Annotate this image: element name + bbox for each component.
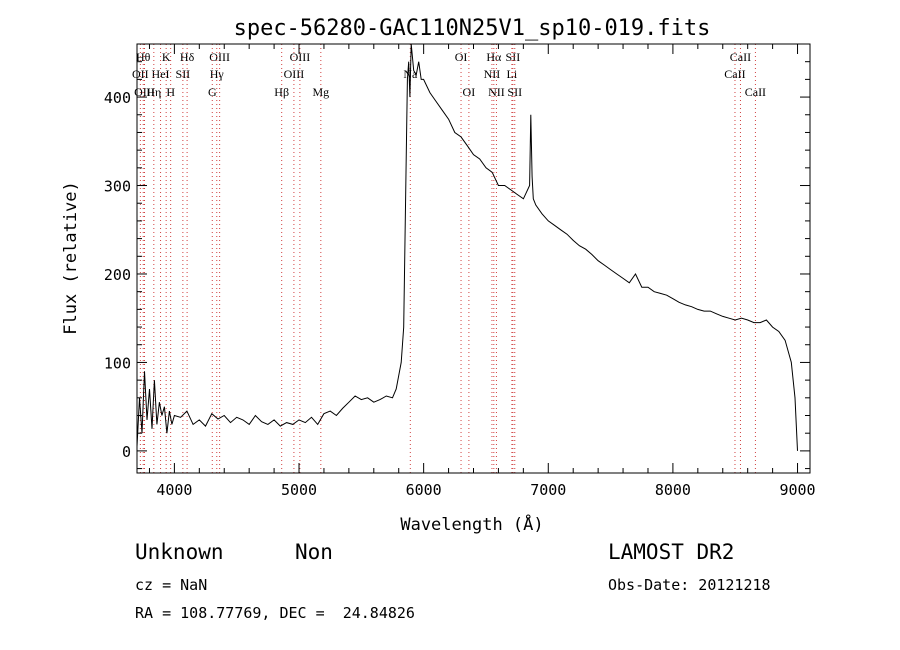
x-tick-label: 7000 (530, 481, 566, 499)
line-marker-label: HeI (152, 67, 170, 81)
line-marker-label: OIII (209, 50, 230, 64)
line-marker-label: OIII (134, 85, 155, 99)
line-marker-label: SII (507, 85, 522, 99)
x-tick-label: 5000 (281, 481, 317, 499)
line-marker-label: Hη (146, 85, 161, 99)
line-marker-label: H (166, 85, 175, 99)
line-marker-label: OII (132, 67, 149, 81)
y-tick-label: 100 (104, 354, 131, 372)
line-marker-label: Hβ (274, 85, 289, 99)
subclass-label: Non (295, 540, 333, 564)
line-marker-label: CaII (745, 85, 766, 99)
line-marker-label: Li (507, 67, 518, 81)
x-tick-label: 9000 (779, 481, 815, 499)
line-marker-label: NII (488, 85, 505, 99)
line-marker-label: SII (176, 67, 191, 81)
survey-label: LAMOST DR2 (608, 540, 735, 564)
y-tick-label: 400 (104, 89, 131, 107)
plot-frame (136, 43, 811, 474)
x-axis: 4000 5000 6000 7000 8000 9000 (148, 44, 816, 499)
spectrum-line (136, 43, 798, 451)
line-marker-label: Hα (486, 50, 502, 64)
y-tick-label: 0 (122, 443, 131, 461)
line-marker-label: OIII (290, 50, 311, 64)
x-tick-label: 4000 (156, 481, 192, 499)
cz-text: cz = NaN (135, 576, 208, 594)
class-label: Unknown (135, 540, 224, 564)
line-marker-label: NII (484, 67, 501, 81)
line-marker-label: Hδ (180, 50, 195, 64)
line-marker-label: Hθ (136, 50, 151, 64)
line-marker-label: K (162, 50, 171, 64)
x-tick-label: 6000 (406, 481, 442, 499)
line-marker-label: OI (455, 50, 468, 64)
y-axis: 0 100 200 300 400 (104, 61, 810, 470)
coords-text: RA = 108.77769, DEC = 24.84826 (135, 604, 415, 622)
obs-date-text: Obs-Date: 20121218 (608, 576, 771, 594)
line-marker-label: Mg (312, 85, 329, 99)
chart-title: spec-56280-GAC110N25V1_sp10-019.fits (234, 16, 711, 41)
line-marker-label: SII (506, 50, 521, 64)
line-marker-label: Hγ (210, 67, 225, 81)
line-marker-label: CaII (724, 67, 745, 81)
line-marker-label: OI (463, 85, 476, 99)
y-tick-label: 200 (104, 266, 131, 284)
y-tick-label: 300 (104, 178, 131, 196)
line-marker-label: OIII (284, 67, 305, 81)
x-tick-label: 8000 (655, 481, 691, 499)
x-axis-label: Wavelength (Å) (400, 513, 543, 535)
y-axis-label: Flux (relative) (61, 181, 81, 335)
line-marker-label: CaII (730, 50, 751, 64)
plot-layer (136, 43, 798, 451)
line-marker-label: G (208, 85, 217, 99)
